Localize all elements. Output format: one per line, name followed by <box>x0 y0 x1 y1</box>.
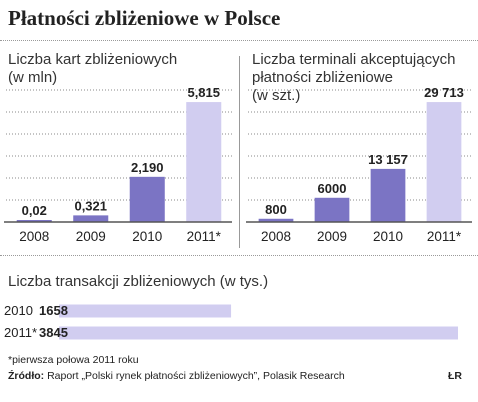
cards-bar-2 <box>129 176 165 222</box>
terminals-chart-title-line-2: płatności zbliżeniowe <box>252 69 393 86</box>
terminals-chart-title-line-1: Liczba terminali akceptujących <box>252 51 456 68</box>
terminals-tick-label-1: 2009 <box>317 229 347 244</box>
footnote: *pierwsza połowa 2011 roku <box>8 354 139 366</box>
terminals-value-label-3: 29 713 <box>424 85 464 100</box>
terminals-bar-3 <box>426 102 462 222</box>
transactions-value-label-1: 3845 <box>39 325 68 340</box>
terminals-chart-title: Liczba terminali akceptujących płatności… <box>252 51 455 105</box>
cards-chart-title-line-2: (w mln) <box>8 69 58 86</box>
cards-chart-title: Liczba kart zbliżeniowych (w mln) <box>8 51 177 87</box>
terminals-tick-label-2: 2010 <box>373 229 403 244</box>
cards-value-label-3: 5,815 <box>187 85 220 100</box>
terminals-tick-label-0: 2008 <box>261 229 291 244</box>
transactions-tick-label-0: 2010 <box>4 303 33 318</box>
cards-chart-title-line-1: Liczba kart zbliżeniowych <box>8 51 178 68</box>
terminals-bar-0 <box>258 218 294 222</box>
title-separator <box>0 40 478 41</box>
transactions-bar-1 <box>59 326 458 340</box>
cards-value-label-2: 2,190 <box>131 160 164 175</box>
source-text: Raport „Polski rynek płatności zbliżenio… <box>47 370 345 382</box>
terminals-bar-2 <box>370 168 406 222</box>
source-line: Źródło: Raport „Polski rynek płatności z… <box>8 370 345 382</box>
terminals-value-label-2: 13 157 <box>368 152 408 167</box>
transactions-tick-label-1: 2011* <box>4 325 37 340</box>
terminals-bar-1 <box>314 197 350 222</box>
cards-tick-label-1: 2009 <box>76 229 106 244</box>
section-separator <box>0 255 478 256</box>
cards-value-label-0: 0,02 <box>22 203 47 218</box>
transactions-bar-0 <box>59 304 232 318</box>
transactions-chart-title: Liczba transakcji zbliżeniowych (w tys.) <box>8 273 269 290</box>
transactions-value-label-0: 1658 <box>39 303 68 318</box>
cards-bar-0 <box>16 220 52 222</box>
charts-divider <box>239 56 240 248</box>
author-credit: ŁR <box>448 370 462 382</box>
cards-bar-3 <box>186 102 222 222</box>
cards-tick-label-3: 2011* <box>187 229 222 244</box>
infographic-title: Płatności zbliżeniowe w Polsce <box>8 6 281 30</box>
cards-tick-label-0: 2008 <box>19 229 49 244</box>
terminals-value-label-0: 800 <box>265 202 287 217</box>
source-label: Źródło: <box>8 370 45 382</box>
cards-bar-1 <box>73 215 109 222</box>
terminals-tick-label-3: 2011* <box>427 229 462 244</box>
cards-value-label-1: 0,321 <box>74 198 107 213</box>
terminals-value-label-1: 6000 <box>318 181 347 196</box>
terminals-chart-title-line-3: (w szt.) <box>252 87 301 104</box>
cards-tick-label-2: 2010 <box>132 229 162 244</box>
